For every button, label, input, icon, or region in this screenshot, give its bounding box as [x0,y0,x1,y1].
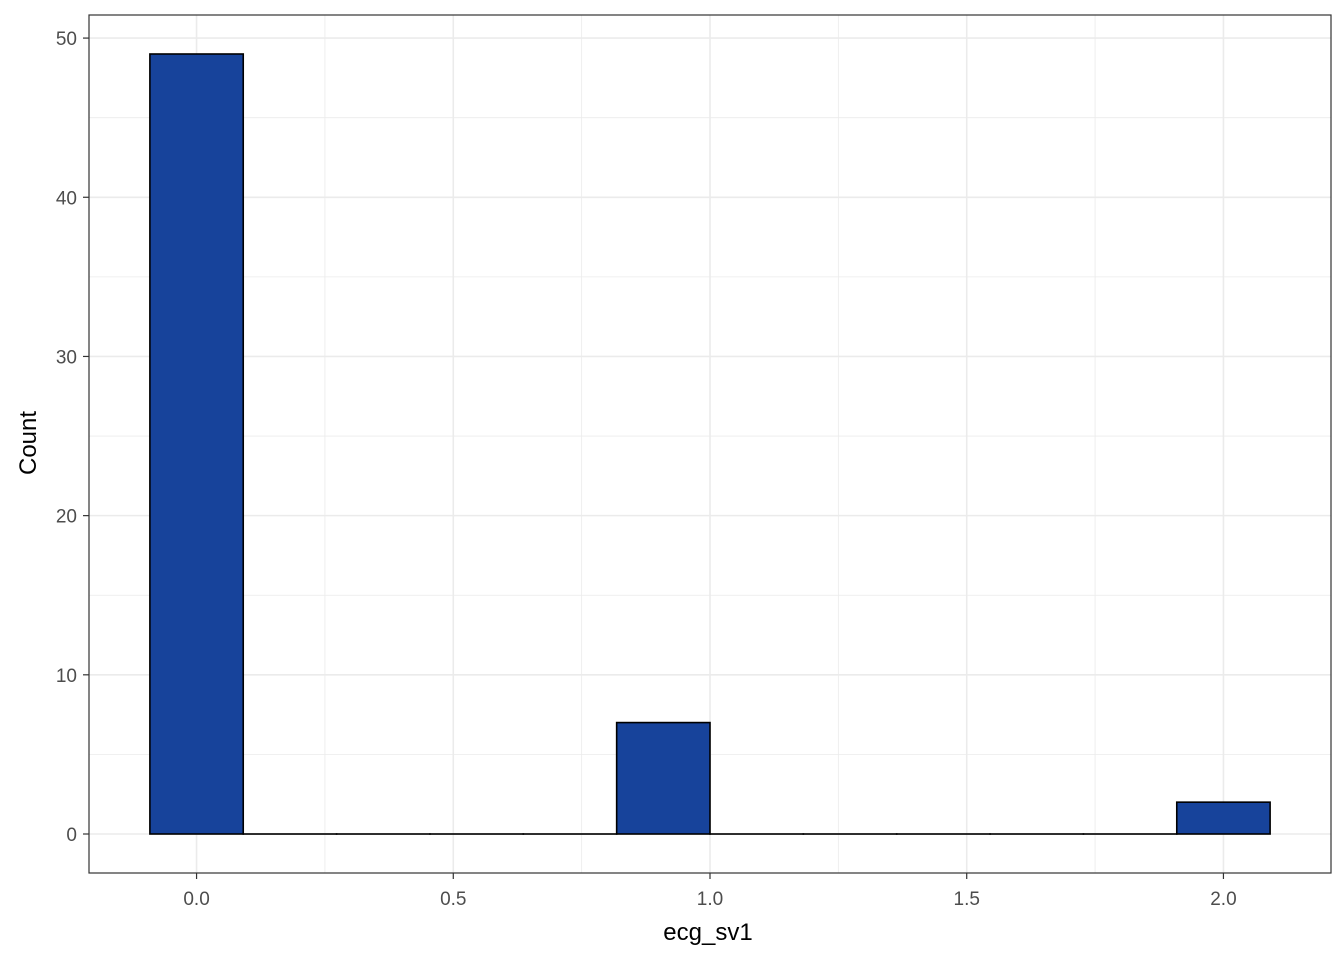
y-tick-label: 50 [56,29,77,50]
y-tick-label: 30 [56,347,77,368]
y-tick-label: 0 [66,825,77,846]
histogram-bars [149,53,1271,835]
histogram-bar [1175,801,1271,835]
y-axis-title: Count [15,411,42,475]
x-axis: 0.0 0.5 1.0 1.5 2.0 [183,873,1237,910]
x-tick-label: 0.0 [183,889,209,910]
histogram-bar [149,53,245,835]
y-axis: 0 10 20 30 40 50 [56,29,89,846]
histogram-bar [615,721,711,835]
grid-major [89,15,1331,873]
y-tick-label: 20 [56,507,77,528]
y-tick-label: 10 [56,666,77,687]
x-axis-title: ecg_sv1 [663,919,752,946]
x-tick-label: 1.5 [954,889,980,910]
x-tick-label: 2.0 [1210,889,1236,910]
y-tick-label: 40 [56,188,77,209]
x-tick-label: 0.5 [440,889,466,910]
x-tick-label: 1.0 [697,889,723,910]
